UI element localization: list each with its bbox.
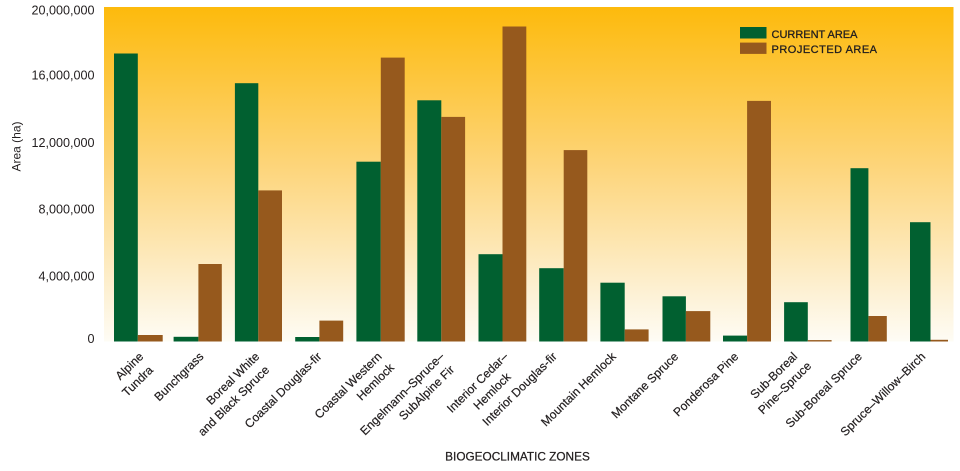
svg-text:Area (ha): Area (ha) [10, 121, 24, 171]
svg-text:12,000,000: 12,000,000 [31, 136, 94, 150]
svg-text:20,000,000: 20,000,000 [31, 3, 94, 17]
svg-text:0: 0 [87, 332, 94, 346]
svg-text:BIOGEOCLIMATIC ZONES: BIOGEOCLIMATIC ZONES [445, 450, 590, 464]
svg-text:16,000,000: 16,000,000 [31, 69, 94, 83]
svg-text:8,000,000: 8,000,000 [38, 202, 94, 216]
svg-text:4,000,000: 4,000,000 [38, 269, 94, 283]
svg-text:PROJECTED AREA: PROJECTED AREA [772, 44, 878, 56]
svg-text:CURRENT AREA: CURRENT AREA [772, 29, 859, 41]
